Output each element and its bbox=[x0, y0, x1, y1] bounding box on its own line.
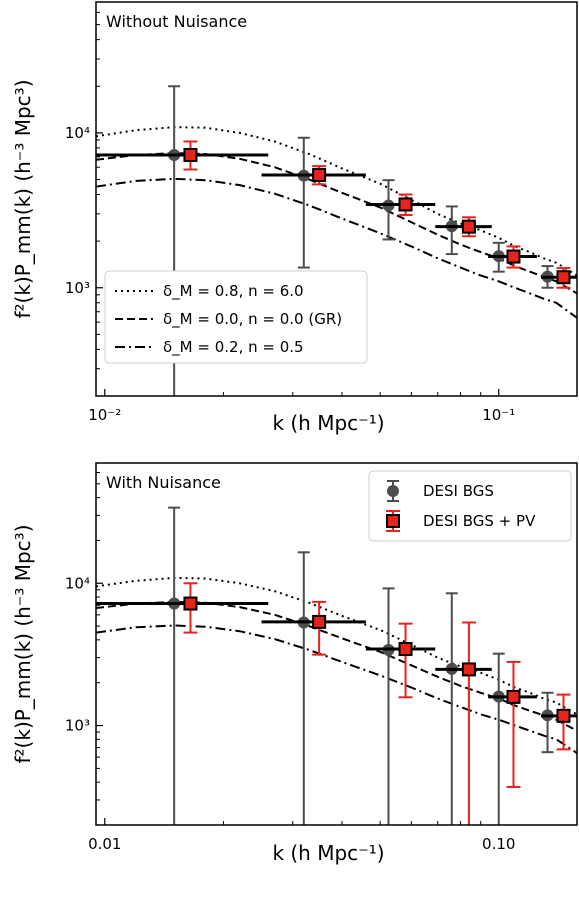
legend-marker-circle bbox=[387, 485, 399, 497]
pv-point bbox=[183, 596, 198, 611]
plot-area bbox=[96, 506, 577, 825]
legend-label: δ_M = 0.2, n = 0.5 bbox=[163, 338, 304, 357]
legend: δ_M = 0.8, n = 6.0 δ_M = 0.0, n = 0.0 (GR… bbox=[104, 270, 368, 364]
x-axis-label: k (h Mpc⁻¹) bbox=[272, 841, 384, 865]
y-tick-label: 10⁴ bbox=[65, 574, 90, 592]
y-axis-label: f²(k)P_mm(k) (h⁻³ Mpc³) bbox=[11, 525, 35, 764]
y-tick-label: 10³ bbox=[65, 279, 90, 297]
pv-point bbox=[461, 662, 476, 677]
x-tick-label: 0.10 bbox=[482, 835, 515, 853]
legend-marker-square bbox=[386, 514, 400, 528]
model-curve-dashdot bbox=[96, 177, 577, 319]
y-axis-label: f²(k)P_mm(k) (h⁻³ Mpc³) bbox=[11, 80, 35, 319]
axes-frame bbox=[95, 462, 578, 826]
pv-point bbox=[461, 219, 476, 234]
corner-label: Without Nuisance bbox=[106, 12, 247, 31]
pv-point bbox=[398, 197, 413, 212]
legend-label: DESI BGS bbox=[423, 482, 494, 500]
legend-label: δ_M = 0.8, n = 6.0 bbox=[163, 282, 304, 301]
axes-frame bbox=[95, 1, 578, 397]
plot-area bbox=[96, 85, 577, 396]
pv-point bbox=[556, 708, 571, 723]
model-curve-dotted bbox=[96, 126, 577, 277]
x-tick-label: 10⁻¹ bbox=[482, 406, 515, 424]
legend: DESI BGS DESI BGS + PV bbox=[368, 470, 572, 542]
x-axis-label: k (h Mpc⁻¹) bbox=[272, 411, 384, 435]
y-tick-label: 10⁴ bbox=[65, 124, 90, 142]
pv-point bbox=[506, 249, 521, 264]
x-tick-label: 0.01 bbox=[88, 835, 121, 853]
y-tick-label: 10³ bbox=[65, 717, 90, 735]
corner-label: With Nuisance bbox=[106, 473, 221, 492]
model-curve-dashdot bbox=[96, 624, 577, 754]
pv-point bbox=[183, 147, 198, 162]
legend-label: δ_M = 0.0, n = 0.0 (GR) bbox=[163, 310, 342, 329]
pv-point bbox=[398, 642, 413, 657]
legend-box bbox=[368, 470, 572, 542]
legend-box bbox=[104, 270, 368, 364]
bottom-panel: 10³ 10⁴ 0.01 0.10 With Nuisance k (h Mpc⁻¹) f²… bbox=[11, 462, 578, 865]
top-panel: 10³ 10⁴ 10⁻² 10⁻¹ Without Nuisance k (h Mpc⁻¹… bbox=[11, 1, 578, 435]
pv-point bbox=[556, 270, 571, 285]
pv-point bbox=[312, 167, 327, 182]
legend-label: DESI BGS + PV bbox=[423, 512, 536, 530]
model-curve-dotted bbox=[96, 576, 577, 716]
x-tick-label: 10⁻² bbox=[88, 406, 121, 424]
pv-point bbox=[312, 614, 327, 629]
pv-point bbox=[506, 689, 521, 704]
